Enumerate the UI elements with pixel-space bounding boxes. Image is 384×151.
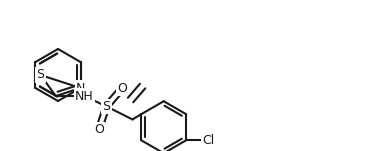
Text: O: O xyxy=(94,123,104,136)
Text: O: O xyxy=(117,82,127,95)
Text: Cl: Cl xyxy=(202,134,214,147)
Text: S: S xyxy=(103,100,111,113)
Text: NH: NH xyxy=(75,90,94,103)
Text: S: S xyxy=(36,69,45,82)
Text: N: N xyxy=(76,82,85,95)
